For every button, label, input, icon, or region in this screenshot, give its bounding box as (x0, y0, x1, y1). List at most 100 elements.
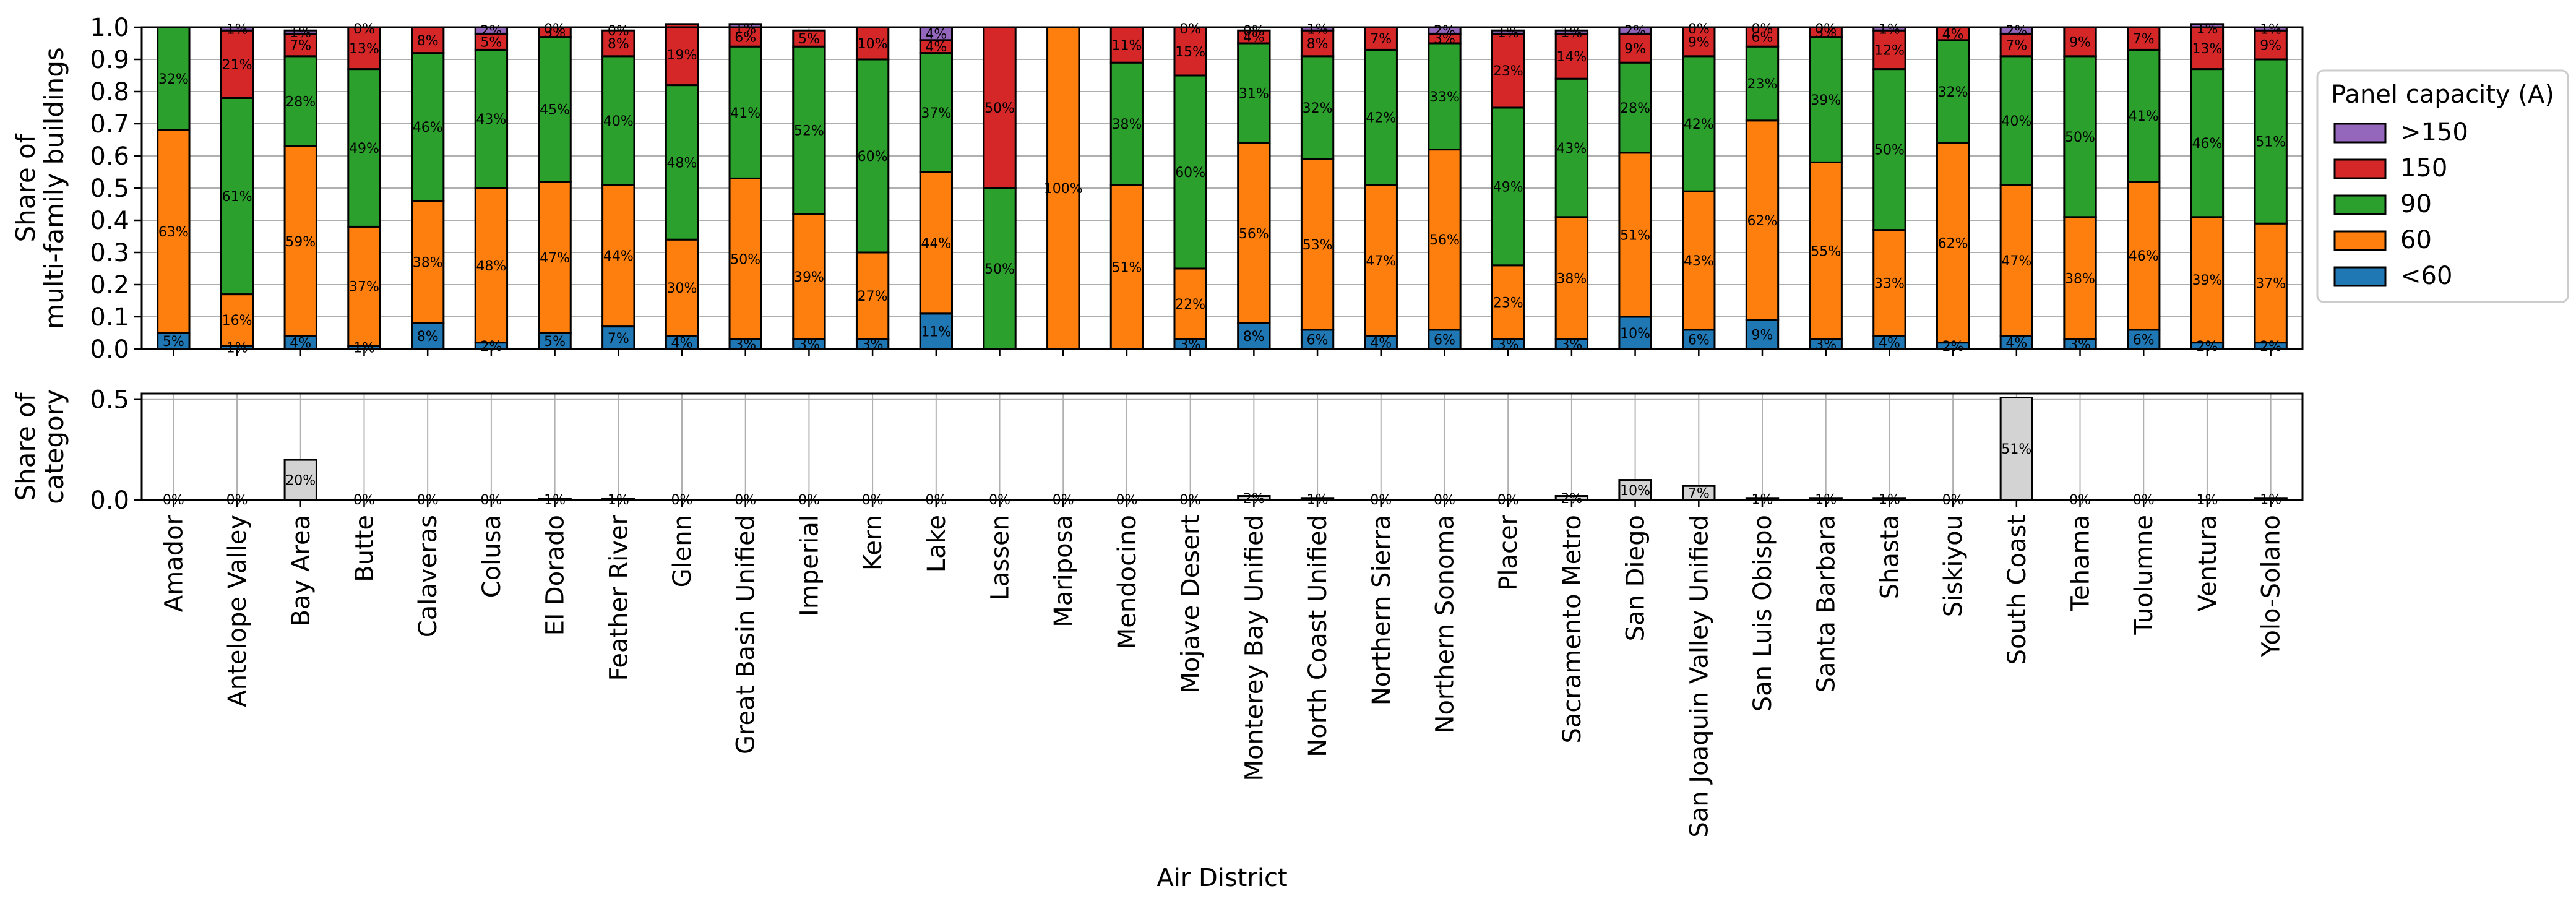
bar-data-label: 33% (1874, 276, 1905, 291)
bar-data-label: 46% (2192, 136, 2222, 152)
bar-segment (474, 48, 509, 189)
top-axes-frame (140, 26, 2304, 350)
bar-segment (1173, 26, 1207, 77)
bar-data-label: 52% (794, 123, 824, 139)
bar-data-label: 60% (858, 149, 888, 165)
bar-segment (2190, 216, 2225, 344)
xtick-label: Bay Area (287, 515, 316, 626)
bar-data-label: 37% (349, 280, 379, 295)
xtick-label: Monterey Bay Unified (1240, 515, 1269, 781)
bottom-axes-frame (140, 392, 2304, 501)
bar-data-label: 38% (1111, 117, 1142, 132)
bar-data-label: 12% (1874, 43, 1905, 58)
bar-segment (1364, 26, 1398, 51)
bar-segment (1999, 184, 2033, 337)
bar-segment (1682, 55, 1716, 192)
bar-data-label: 7% (2005, 38, 2027, 54)
bar-data-label: 39% (794, 270, 824, 285)
bar-data-label: 56% (1239, 226, 1269, 242)
bar-data-label: 0% (1815, 22, 1837, 37)
bar-segment (538, 181, 572, 334)
bar-segment (1554, 29, 1589, 35)
xtick-label: Santa Barbara (1812, 515, 1841, 692)
xtick-label: Northern Sonoma (1431, 515, 1459, 733)
bar-data-label: 6% (2133, 332, 2155, 348)
legend-swatch (2333, 230, 2387, 251)
bar-data-label: 7% (2133, 32, 2155, 47)
bar-data-label: 2% (480, 339, 502, 355)
bar-segment (1872, 68, 1906, 231)
bar-data-label: 8% (417, 329, 439, 345)
bar-segment (1237, 142, 1271, 324)
bar-segment (1809, 161, 1843, 340)
top-ytick-label: 0.1 (90, 303, 129, 332)
xtick-label: El Dorado (541, 515, 570, 635)
bar-data-label: 6% (1307, 332, 1329, 348)
bar-data-label: 11% (1111, 38, 1142, 54)
bar-segment (855, 58, 890, 254)
bar-segment (1745, 45, 1780, 122)
bar-segment (411, 26, 445, 54)
bar-segment (792, 45, 826, 215)
bar-data-label: 6% (1434, 332, 1455, 348)
bar-segment (1237, 29, 1271, 45)
xtick-label: San Luis Obispo (1749, 515, 1777, 712)
xtick-label: Kern (859, 515, 887, 571)
bar-data-label: 38% (1556, 272, 1587, 287)
bar-data-label: 2% (2260, 339, 2281, 355)
bar-segment (855, 251, 890, 340)
bar-segment (2254, 29, 2288, 61)
legend-swatch (2333, 194, 2387, 215)
top-ytick-label: 0.9 (90, 46, 129, 74)
bar-segment (1554, 32, 1589, 80)
category-bar-label: 10% (1620, 483, 1650, 499)
xtick-label: Mariposa (1049, 515, 1078, 627)
bar-data-label: 32% (1303, 101, 1333, 116)
bar-data-label: 31% (1239, 87, 1269, 102)
bar-data-label: 63% (158, 225, 189, 240)
bar-data-label: 39% (2192, 273, 2222, 288)
bar-data-label: 47% (540, 251, 570, 266)
bar-data-label: 7% (608, 331, 629, 347)
top-ytick-label: 1.0 (90, 14, 129, 42)
bar-data-label: 1% (226, 22, 248, 38)
bar-data-label: 9% (1752, 328, 1773, 343)
bar-data-label: 0% (608, 24, 629, 39)
bar-data-label: 3% (1497, 337, 1519, 353)
bar-segment (1745, 119, 1780, 321)
bar-segment (792, 213, 826, 340)
top-ytick-label: 0.6 (90, 142, 129, 171)
xtick-label: Tehama (2067, 515, 2095, 612)
bar-segment (474, 32, 509, 51)
xtick-label: Mojave Desert (1177, 515, 1205, 694)
xtick-label: Feather River (605, 514, 633, 681)
bar-segment (919, 52, 954, 173)
xtick-label: Lassen (986, 515, 1015, 600)
bar-segment (1682, 190, 1716, 331)
bar-data-label: 5% (480, 35, 502, 50)
bar-segment (2063, 26, 2097, 58)
bar-data-label: 42% (1366, 111, 1396, 126)
bar-data-label: 50% (1874, 143, 1905, 158)
bar-data-label: 0% (544, 22, 566, 37)
xtick-label: Placer (1494, 514, 1523, 590)
bar-data-label: 50% (984, 101, 1015, 116)
bar-data-label: 9% (1688, 35, 1710, 50)
bar-segment (474, 187, 509, 344)
bar-data-label: 8% (417, 33, 439, 49)
xtick-label: Mendocino (1113, 515, 1142, 649)
bar-data-label: 41% (730, 106, 760, 121)
bar-segment (1809, 36, 1843, 163)
category-bar (1618, 479, 1652, 501)
bar-segment (347, 26, 381, 71)
bar-data-label: 50% (2065, 130, 2095, 145)
bar-data-label: 30% (667, 281, 697, 296)
bar-data-label: 37% (2255, 276, 2286, 291)
bar-segment (1618, 61, 1652, 154)
bar-segment (2254, 58, 2288, 225)
xtick-label: Great Basin Unified (732, 515, 760, 754)
bar-data-label: 5% (544, 334, 566, 350)
bar-segment (1428, 149, 1462, 331)
xtick-label: Butte (350, 515, 379, 582)
